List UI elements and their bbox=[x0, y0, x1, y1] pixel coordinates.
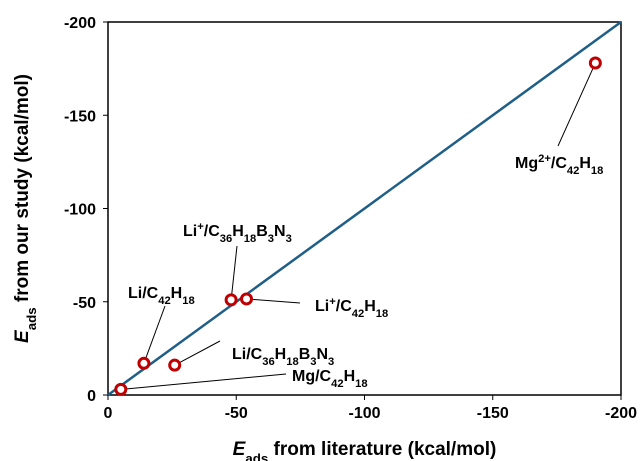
point-label-part: 3 bbox=[268, 233, 274, 245]
point-label-part: B bbox=[256, 223, 268, 240]
x-tick-label: -100 bbox=[348, 405, 380, 422]
point-label-part: 18 bbox=[182, 295, 194, 307]
plot-frame bbox=[107, 21, 622, 396]
leader-line bbox=[230, 245, 238, 300]
leader-line bbox=[246, 298, 301, 304]
point-label: Li/C42H18 bbox=[128, 285, 195, 307]
point-label-part: H bbox=[232, 223, 244, 240]
point-label-part: Li bbox=[315, 298, 329, 315]
point-label-part: B bbox=[299, 346, 311, 363]
leader-line bbox=[174, 340, 221, 366]
point-label: Li+/C36H18B3N3 bbox=[183, 221, 292, 245]
point-label-part: 42 bbox=[158, 295, 170, 307]
point-label-part: 18 bbox=[286, 356, 298, 368]
x-tick-label: -200 bbox=[605, 405, 637, 422]
y-tick-label: -100 bbox=[64, 202, 96, 219]
point bbox=[168, 358, 182, 372]
y-tick-label: -50 bbox=[73, 295, 96, 312]
point-label-part: Mg/C bbox=[292, 368, 332, 385]
point bbox=[114, 382, 128, 396]
point bbox=[588, 56, 602, 70]
y-tick-label: -150 bbox=[64, 108, 96, 125]
y-axis-title-part: E bbox=[12, 329, 33, 343]
leader-line bbox=[557, 62, 596, 147]
point-label-part: + bbox=[329, 296, 336, 308]
leader-line bbox=[143, 305, 166, 364]
point-label: Li+/C42H18 bbox=[315, 296, 388, 320]
point-label-part: 36 bbox=[262, 356, 274, 368]
point-label-part: 18 bbox=[244, 233, 256, 245]
point-label-part: 42 bbox=[331, 378, 343, 390]
x-axis-title-part: ads bbox=[245, 451, 268, 461]
x-tick-label: -50 bbox=[225, 405, 248, 422]
point-label-part: H bbox=[275, 346, 287, 363]
point-label-part: 18 bbox=[376, 308, 388, 320]
point-label: Mg2+/C42H18 bbox=[515, 153, 603, 177]
point-label-part: Li/C bbox=[232, 346, 263, 363]
point-label-part: Mg bbox=[515, 155, 538, 172]
x-tick-label: 0 bbox=[104, 405, 113, 422]
point-label-part: H bbox=[171, 285, 183, 302]
point bbox=[137, 356, 151, 370]
y-tick-label: 0 bbox=[87, 388, 96, 405]
point-label: Li/C36H18B3N3 bbox=[232, 346, 334, 368]
point-label-part: N bbox=[274, 223, 286, 240]
point-label-part: H bbox=[364, 298, 376, 315]
point-label-part: H bbox=[579, 155, 591, 172]
point-label-part: 42 bbox=[352, 308, 364, 320]
point-label-part: 42 bbox=[567, 165, 579, 177]
point-label-part: + bbox=[197, 221, 204, 233]
point-label-part: N bbox=[316, 346, 328, 363]
point-label-part: /C bbox=[551, 155, 567, 172]
point-label-part: 3 bbox=[310, 356, 316, 368]
point-label-part: 36 bbox=[220, 233, 232, 245]
point-label-part: 2+ bbox=[538, 153, 551, 165]
point-label: Mg/C42H18 bbox=[292, 368, 368, 390]
point bbox=[240, 292, 254, 306]
y-axis-title: Eads from our study (kcal/mol) bbox=[12, 74, 39, 343]
x-axis-title: Eads from literature (kcal/mol) bbox=[233, 439, 497, 461]
point bbox=[224, 293, 238, 307]
point-label-part: H bbox=[344, 368, 356, 385]
point-label-part: 3 bbox=[328, 356, 334, 368]
point-label-part: /C bbox=[204, 223, 220, 240]
y-tick-label: -200 bbox=[64, 15, 96, 32]
x-axis-title-part: from literature (kcal/mol) bbox=[268, 439, 496, 460]
y-axis-title-part: ads bbox=[24, 307, 39, 330]
point-label-part: Li/C bbox=[128, 285, 159, 302]
point-label-part: 3 bbox=[286, 233, 292, 245]
reference-line bbox=[107, 20, 622, 397]
point-label-part: 18 bbox=[355, 378, 367, 390]
y-axis-title-part: from our study (kcal/mol) bbox=[12, 74, 33, 307]
leader-line bbox=[120, 373, 287, 390]
point-label-part: Li bbox=[183, 223, 197, 240]
point-label-part: 18 bbox=[591, 165, 603, 177]
point-label-part: /C bbox=[336, 298, 352, 315]
x-axis-title-part: E bbox=[233, 439, 247, 460]
x-tick-label: -150 bbox=[477, 405, 509, 422]
